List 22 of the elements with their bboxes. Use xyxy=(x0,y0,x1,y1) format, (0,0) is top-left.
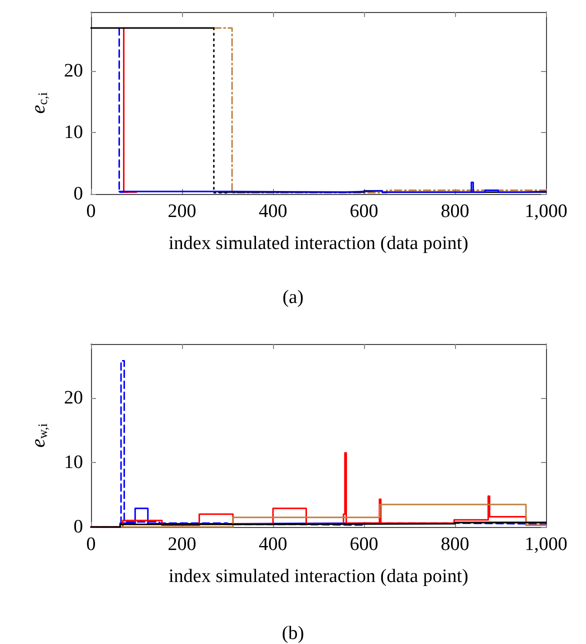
x-tick-label: 600 xyxy=(350,534,378,555)
text: (b) xyxy=(282,623,304,644)
y-axis-title: ew,i xyxy=(28,422,50,448)
x-axis-title: index simulated interaction (data point) xyxy=(168,566,468,587)
x-tick-label: 600 xyxy=(350,201,378,222)
y-tick-label: 20 xyxy=(64,60,83,82)
x-axis-title: index simulated interaction (data point) xyxy=(168,233,468,254)
y-tick-label: 0 xyxy=(74,184,83,204)
y-tick-label: 20 xyxy=(64,388,83,409)
x-tick-label: 200 xyxy=(168,201,196,222)
x-tick-label: 400 xyxy=(258,201,288,222)
y-axis-title: ec,i xyxy=(28,92,50,114)
x-tick-label: 400 xyxy=(258,534,288,555)
x-tick-label: 200 xyxy=(168,534,196,555)
x-tick-label: 800 xyxy=(440,201,470,222)
y-tick-label: 10 xyxy=(64,122,83,144)
x-tick-label: 1,000 xyxy=(524,534,568,555)
y-tick-label: 10 xyxy=(64,452,83,474)
y-tick-label: 0 xyxy=(74,516,83,538)
x-tick-label: 800 xyxy=(440,534,470,555)
text: (a) xyxy=(282,287,304,308)
x-tick-label: 1,000 xyxy=(524,201,568,222)
